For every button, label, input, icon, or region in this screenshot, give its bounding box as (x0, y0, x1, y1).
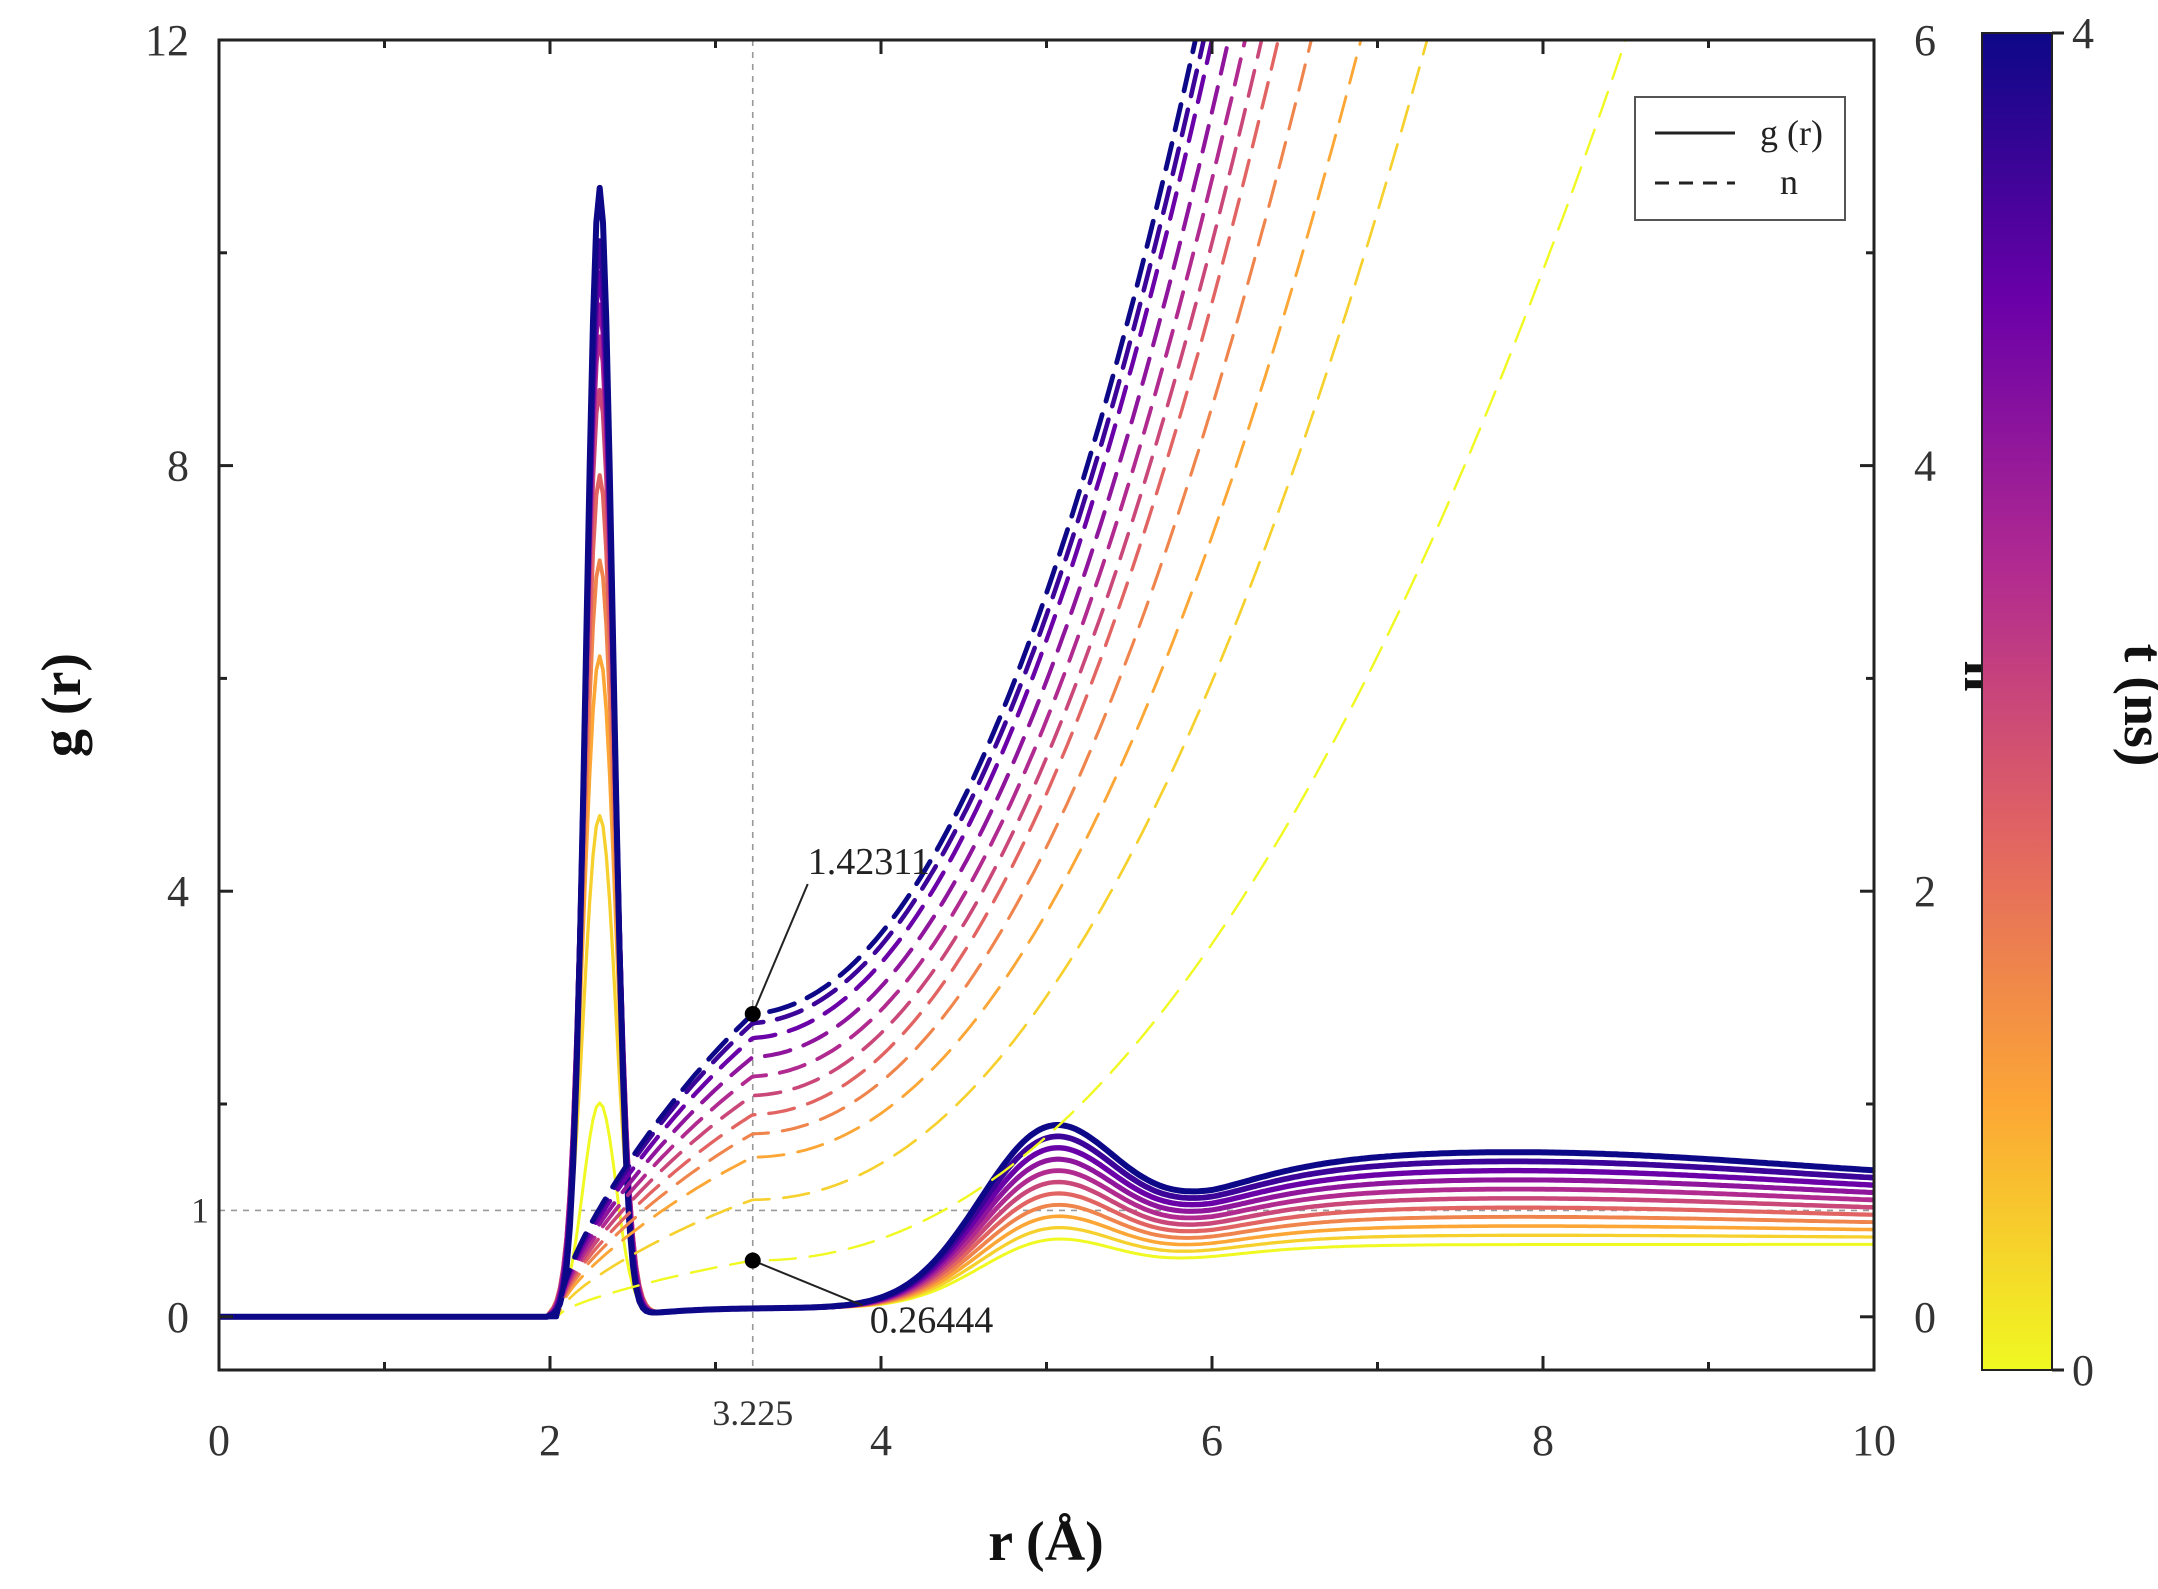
gr-series-group (219, 184, 1874, 1320)
x-axis-label: r (Å) (988, 1511, 1104, 1573)
legend-label-n: n (1780, 162, 1798, 202)
n-series-line (219, 40, 1429, 1319)
n-series-line (219, 40, 1363, 1319)
x-tick-label: 10 (1852, 1416, 1896, 1465)
legend: g (r) n (1634, 96, 1846, 221)
y-axis-label-left: g (r) (31, 653, 93, 757)
legend-label-gr: g (r) (1760, 113, 1823, 153)
n-series-line (219, 40, 1627, 1319)
n-series-group (219, 40, 1627, 1320)
x-tick-label: 8 (1532, 1416, 1554, 1465)
n-series-line (219, 40, 1215, 1319)
n-series-line (219, 40, 1231, 1319)
axis-ticks: 0 2 4 6 8 10 0 4 8 12 0 2 4 6 (145, 16, 1936, 1465)
x-tick-label: 6 (1201, 1416, 1223, 1465)
y-right-tick-label: 2 (1914, 867, 1936, 916)
x-tick-label: 4 (870, 1416, 892, 1465)
colorbar-ticks: 04 (2052, 9, 2094, 1395)
n-series-line (219, 40, 1207, 1320)
gr-series-line (219, 184, 1874, 1320)
gr-series-line (219, 558, 1874, 1319)
legend-box (1634, 96, 1846, 221)
annotation-marker-2 (744, 1252, 761, 1269)
y-right-tick-label: 4 (1914, 442, 1936, 491)
gr-series-line (219, 814, 1874, 1319)
colorbar-tick-label: 0 (2072, 1346, 2094, 1395)
n-series-line (219, 40, 1248, 1319)
colorbar-tick-label: 4 (2072, 9, 2094, 58)
annotation-leader-1 (751, 883, 809, 1015)
y-left-tick-label: 4 (167, 867, 189, 916)
colorbar (1981, 32, 2053, 1371)
annotation-leader-2 (752, 1259, 864, 1307)
vertical-reference-label: 3.225 (712, 1393, 793, 1433)
y-left-tick-label: 8 (167, 442, 189, 491)
x-tick-label: 2 (539, 1416, 561, 1465)
annotation-marker-1 (744, 1005, 761, 1022)
gr-series-line (219, 387, 1874, 1320)
annotation-label-1: 1.42311 (808, 841, 930, 883)
n-series-line (219, 40, 1313, 1319)
x-tick-label: 0 (208, 1416, 230, 1465)
annotation-label-2: 0.26444 (870, 1300, 994, 1342)
gr-series-line (219, 334, 1874, 1320)
n-series-line (219, 40, 1264, 1319)
annotations: 1.42311 0.26444 (744, 841, 994, 1342)
y-right-tick-label: 6 (1914, 16, 1936, 65)
y-left-tick-label: 0 (167, 1293, 189, 1342)
n-series-line (219, 40, 1280, 1319)
y-right-tick-label: 0 (1914, 1293, 1936, 1342)
n-series-line (219, 40, 1198, 1320)
colorbar-label: t (ns) (2112, 644, 2158, 767)
horizontal-reference-label: 1 (191, 1190, 209, 1230)
y-left-tick-label: 12 (145, 16, 189, 65)
